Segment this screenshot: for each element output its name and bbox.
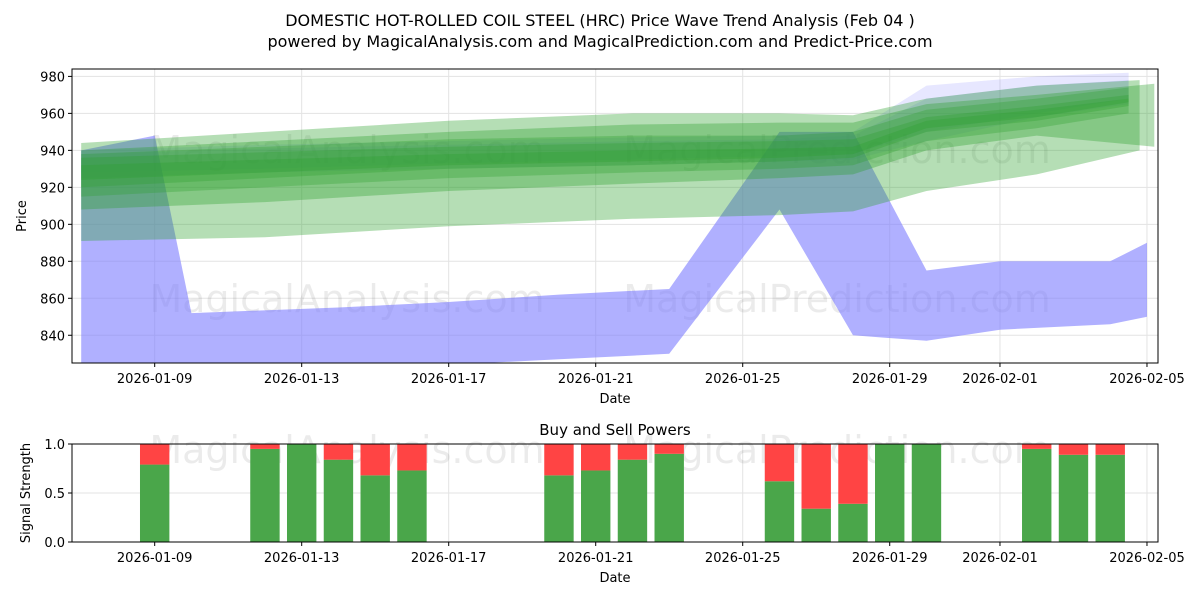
signal-xtick-label: 2026-01-21 — [558, 551, 634, 566]
buy-bar — [838, 503, 868, 542]
signal-xtick-label: 2026-01-17 — [411, 551, 487, 566]
buy-bar — [397, 470, 427, 542]
signal-ytick-label: 0.5 — [44, 487, 65, 502]
series-band-green-band-3 — [81, 87, 1129, 197]
sell-bar — [360, 444, 390, 476]
price-xtick-label: 2026-02-01 — [962, 372, 1038, 387]
price-xtick-label: 2026-01-13 — [264, 372, 340, 387]
price-xtick-label: 2026-01-29 — [852, 372, 928, 387]
price-ytick-label: 920 — [40, 181, 65, 196]
signal-ytick-label: 1.0 — [44, 438, 65, 453]
buy-bar — [323, 459, 354, 542]
buy-bar — [1058, 454, 1089, 542]
price-ytick-label: 880 — [40, 255, 65, 270]
price-xtick-label: 2026-02-05 — [1109, 372, 1185, 387]
buy-bar — [764, 481, 795, 542]
chart-subtitle: powered by MagicalAnalysis.com and Magic… — [267, 32, 932, 51]
sell-bar — [1022, 444, 1052, 449]
sell-bar — [1058, 444, 1089, 455]
sell-bar — [139, 444, 170, 465]
buy-bar — [544, 475, 574, 542]
price-axes-frame — [71, 68, 1159, 364]
series-band-blue-band-2 — [81, 80, 1129, 173]
buy-bar — [801, 508, 831, 542]
buy-bar — [360, 475, 390, 542]
series-band-green-band-2 — [81, 83, 1155, 210]
buy-bar — [875, 444, 905, 542]
signal-xtick-label: 2026-01-09 — [117, 551, 193, 566]
series-band-green-band-outer — [81, 80, 1140, 241]
sell-bar — [323, 444, 354, 460]
buy-bar — [250, 448, 280, 542]
signal-xtick-label: 2026-01-29 — [852, 551, 928, 566]
price-ytick-label: 840 — [40, 329, 65, 344]
sell-bar — [838, 444, 868, 504]
signal-title: Buy and Sell Powers — [539, 421, 691, 439]
buy-bar — [654, 453, 684, 542]
signal-ylabel: Signal Strength — [19, 443, 34, 543]
buy-bar — [1022, 448, 1052, 542]
signal-xtick-label: 2026-01-25 — [705, 551, 781, 566]
price-ytick-label: 980 — [40, 70, 65, 85]
price-xtick-label: 2026-01-21 — [558, 372, 634, 387]
buy-bar — [581, 470, 611, 542]
price-xtick-label: 2026-01-09 — [117, 372, 193, 387]
buy-bar — [286, 444, 317, 542]
chart-title: DOMESTIC HOT-ROLLED COIL STEEL (HRC) Pri… — [285, 11, 915, 30]
sell-bar — [654, 444, 684, 454]
signal-panel: MagicalAnalysis.comMagicalPrediction.com… — [19, 421, 1185, 586]
sell-bar — [617, 444, 648, 460]
sell-bar — [581, 444, 611, 471]
buy-bar — [1095, 454, 1125, 542]
price-panel: MagicalAnalysis.comMagicalPrediction.com… — [15, 68, 1185, 407]
buy-bar — [617, 459, 648, 542]
buy-bar — [139, 464, 170, 542]
series-band-green-band-5 — [81, 98, 1129, 180]
price-ytick-label: 900 — [40, 218, 65, 233]
signal-xtick-label: 2026-02-05 — [1109, 551, 1185, 566]
series-band-blue-band-1 — [81, 72, 1129, 179]
signal-xlabel: Date — [599, 571, 630, 586]
buy-bar — [911, 444, 942, 542]
watermark-text: MagicalAnalysis.com — [149, 128, 544, 172]
price-xtick-label: 2026-01-25 — [705, 372, 781, 387]
sell-bar — [764, 444, 795, 482]
signal-ytick-label: 0.0 — [44, 536, 65, 551]
series-band-green-band-4 — [81, 94, 1129, 188]
price-xlabel: Date — [599, 392, 630, 407]
signal-xtick-label: 2026-02-01 — [962, 551, 1038, 566]
watermark-text: MagicalPrediction.com — [623, 428, 1051, 472]
price-ytick-label: 960 — [40, 107, 65, 122]
sell-bar — [801, 444, 831, 509]
sell-bar — [397, 444, 427, 471]
signal-xtick-label: 2026-01-13 — [264, 551, 340, 566]
sell-bar — [544, 444, 574, 476]
price-xtick-label: 2026-01-17 — [411, 372, 487, 387]
price-ytick-label: 860 — [40, 292, 65, 307]
price-ytick-label: 940 — [40, 144, 65, 159]
sell-bar — [1095, 444, 1125, 455]
series-band-blue-wave — [81, 131, 1147, 363]
price-ylabel: Price — [15, 200, 30, 232]
sell-bar — [250, 444, 280, 449]
price-bands — [81, 72, 1155, 363]
